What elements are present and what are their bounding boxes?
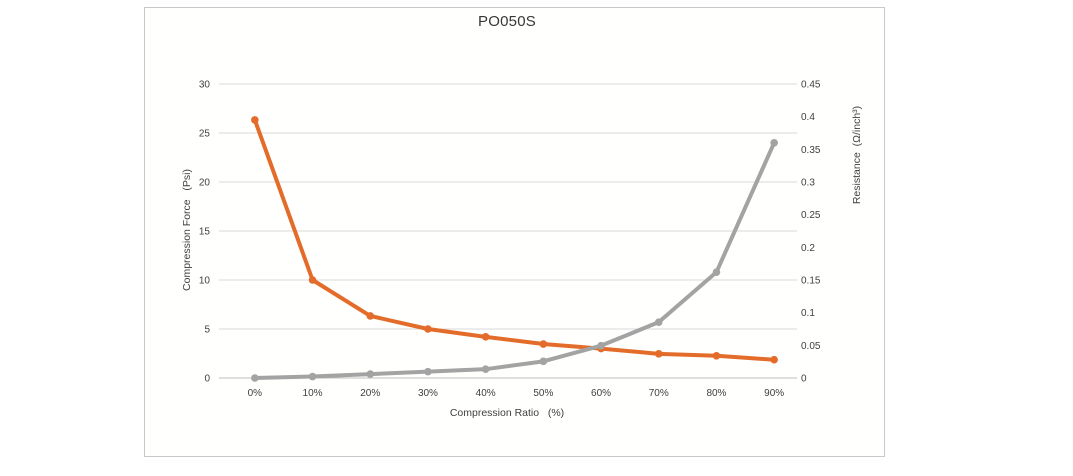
data-point [539, 340, 548, 348]
right-axis-tick-label: 0.25 [801, 210, 821, 221]
data-point [654, 318, 663, 326]
left-axis-tick-label: 5 [204, 325, 210, 336]
right-axis-tick-label: 0.35 [801, 145, 821, 156]
data-point [770, 355, 778, 364]
series-line-compression-force [252, 140, 777, 380]
data-point [308, 372, 317, 381]
left-axis-tick-label: 25 [199, 129, 211, 140]
x-axis-tick-label: 80% [706, 388, 726, 399]
right-axis-tick-label: 0.1 [801, 308, 815, 319]
right-axis-tick-label: 0.05 [801, 341, 821, 352]
right-axis-tick-label: 0 [801, 374, 807, 385]
data-point [366, 370, 375, 378]
right-axis-title: Resistance (Ω/inch³) [851, 105, 863, 205]
data-point [712, 351, 721, 360]
data-point [539, 357, 548, 366]
left-axis-title: Compression Force (Psi) [181, 169, 193, 291]
right-axis-tick-label: 0.2 [801, 243, 815, 254]
data-point [251, 116, 259, 124]
data-point [481, 365, 490, 373]
data-point [424, 367, 432, 376]
left-axis-tick-label: 20 [199, 178, 211, 189]
x-axis-title: Compression Ratio (%) [449, 407, 565, 419]
right-axis-tick-label: 0.3 [801, 178, 815, 189]
data-point [366, 312, 375, 320]
chart-title: PO050S [478, 13, 536, 30]
right-axis-tick-label: 0.45 [801, 80, 821, 91]
data-point [597, 341, 605, 350]
left-axis-tick-label: 10 [199, 276, 211, 287]
data-point [654, 350, 663, 358]
left-axis-tick-label: 30 [199, 80, 211, 91]
chart-frame [144, 7, 885, 457]
left-axis-tick-label: 0 [204, 374, 210, 385]
data-point [481, 333, 490, 341]
x-axis-tick-label: 60% [591, 388, 611, 399]
left-axis-tick-label: 15 [199, 227, 211, 238]
x-axis-tick-label: 0% [248, 388, 263, 399]
x-axis-tick-label: 30% [418, 388, 438, 399]
x-axis-tick-label: 50% [533, 388, 553, 399]
data-point [251, 374, 259, 382]
x-axis-tick-label: 70% [649, 388, 669, 399]
data-point [424, 325, 432, 333]
x-axis-tick-label: 10% [303, 388, 323, 399]
series-line-resistance [252, 117, 777, 362]
x-axis-tick-label: 40% [476, 388, 496, 399]
right-axis-tick-label: 0.4 [801, 112, 815, 123]
x-axis-tick-label: 90% [764, 388, 784, 399]
right-axis-tick-label: 0.15 [801, 276, 821, 287]
data-point [770, 139, 778, 147]
data-point [308, 276, 317, 284]
data-point [712, 268, 721, 276]
x-axis-tick-label: 20% [360, 388, 380, 399]
